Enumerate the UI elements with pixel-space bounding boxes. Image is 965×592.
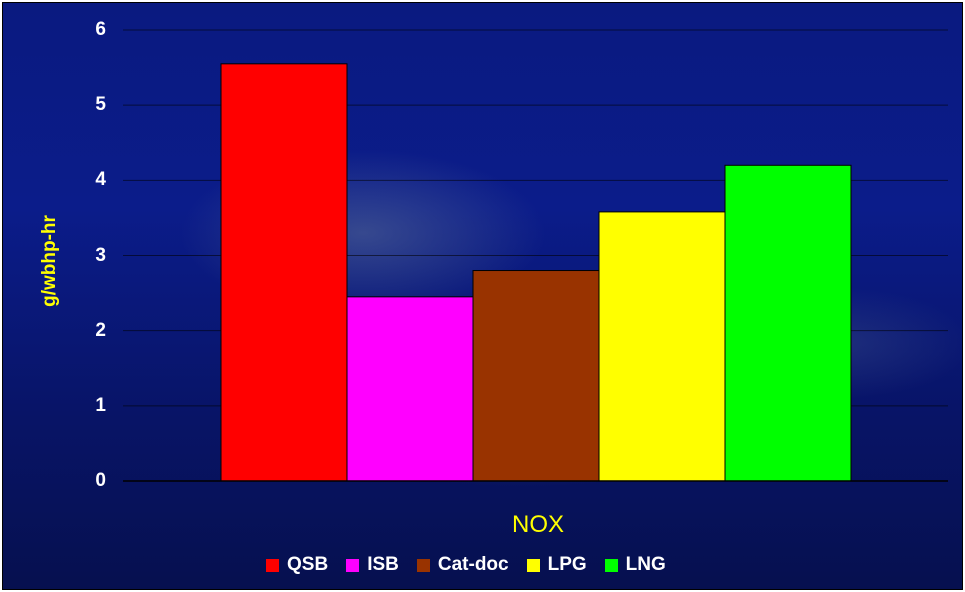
legend-label: QSB bbox=[287, 554, 329, 575]
y-tick-label: 2 bbox=[95, 319, 106, 341]
legend-item-lpg: LPG bbox=[526, 554, 587, 576]
bar-qsb bbox=[220, 63, 348, 482]
bar-lpg bbox=[598, 211, 726, 482]
legend-swatch bbox=[266, 558, 279, 572]
legend-item-isb: ISB bbox=[346, 554, 399, 576]
plot-area bbox=[123, 29, 948, 482]
bar-isb bbox=[346, 296, 474, 482]
x-category-label: NOX bbox=[511, 511, 565, 538]
legend: QSB ISB Cat-doc LPG LNG bbox=[266, 553, 684, 577]
legend-label: Cat-doc bbox=[437, 554, 509, 575]
legend-swatch bbox=[346, 558, 360, 572]
legend-item-lng: LNG bbox=[604, 554, 666, 576]
legend-item-cat-doc: Cat-doc bbox=[416, 554, 509, 576]
legend-swatch bbox=[416, 558, 430, 572]
y-tick-label: 3 bbox=[95, 244, 106, 266]
y-tick-label: 6 bbox=[95, 19, 106, 40]
legend-item-qsb: QSB bbox=[266, 554, 328, 576]
legend-label: LNG bbox=[625, 554, 666, 575]
legend-swatch bbox=[526, 558, 540, 572]
y-tick-label: 4 bbox=[95, 169, 106, 191]
bar-lng bbox=[724, 164, 852, 482]
legend-swatch bbox=[604, 558, 618, 572]
legend-label: ISB bbox=[367, 554, 399, 575]
bar-cat-doc bbox=[472, 270, 600, 482]
y-tick-label: 0 bbox=[95, 470, 106, 491]
legend-label: LPG bbox=[547, 554, 587, 575]
y-tick-label: 1 bbox=[95, 394, 106, 416]
y-axis-label: g/wbhp-hr bbox=[39, 215, 60, 307]
y-tick-label: 5 bbox=[95, 94, 106, 116]
